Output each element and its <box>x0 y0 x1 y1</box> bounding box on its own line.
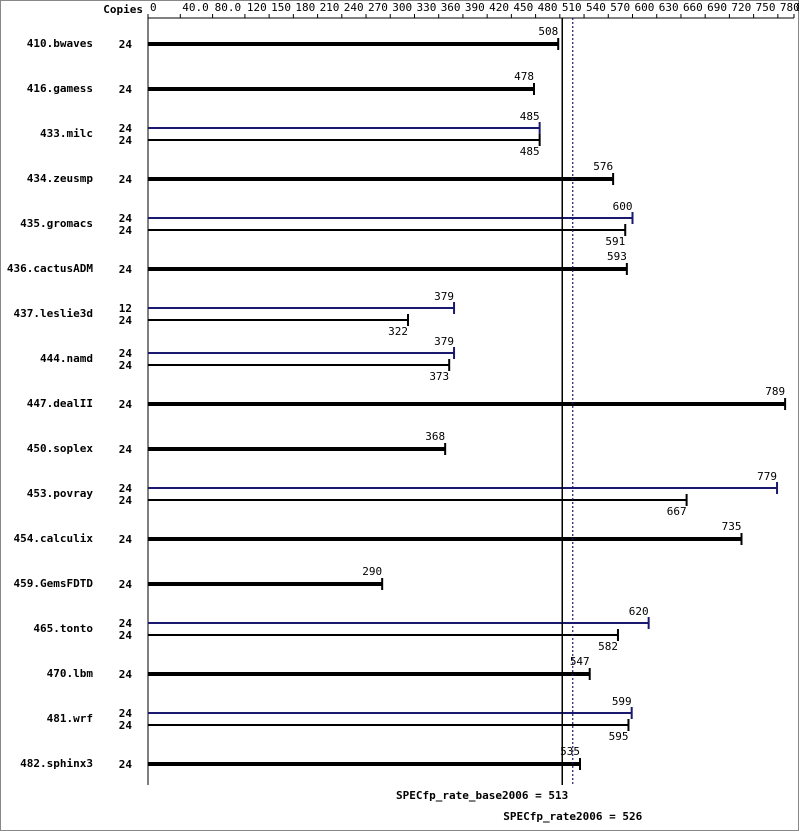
value-label: 535 <box>560 745 580 758</box>
value-label: 368 <box>425 430 445 443</box>
benchmark-label: 416.gamess <box>27 82 93 95</box>
value-label: 595 <box>609 730 629 743</box>
x-tick-label: 40.0 <box>182 1 209 14</box>
value-label: 582 <box>598 640 618 653</box>
benchmark-label: 433.milc <box>40 127 93 140</box>
x-tick-label: 750 <box>756 1 776 14</box>
benchmark-label: 454.calculix <box>14 532 94 545</box>
value-label: 735 <box>722 520 742 533</box>
x-tick-label: 150 <box>271 1 291 14</box>
benchmark-label: 482.sphinx3 <box>20 757 93 770</box>
x-tick-label: 120 <box>247 1 267 14</box>
x-tick-label: 720 <box>731 1 751 14</box>
x-tick-label: 180 <box>295 1 315 14</box>
x-tick-label: 570 <box>610 1 630 14</box>
copies-label: 24 <box>119 629 133 642</box>
copies-label: 24 <box>119 398 133 411</box>
value-label: 591 <box>605 235 625 248</box>
copies-label: 24 <box>119 707 133 720</box>
value-label: 485 <box>520 145 540 158</box>
value-label: 789 <box>765 385 785 398</box>
x-tick-label: 420 <box>489 1 509 14</box>
benchmark-label: 459.GemsFDTD <box>14 577 94 590</box>
benchmark-label: 481.wrf <box>47 712 93 725</box>
x-tick-label: 690 <box>707 1 727 14</box>
value-label: 576 <box>593 160 613 173</box>
x-tick-label: 210 <box>320 1 340 14</box>
copies-label: 24 <box>119 173 133 186</box>
benchmark-label: 434.zeusmp <box>27 172 94 185</box>
copies-label: 24 <box>119 578 133 591</box>
x-tick-label: 80.0 <box>215 1 242 14</box>
benchmark-label: 410.bwaves <box>27 37 93 50</box>
copies-label: 24 <box>119 494 133 507</box>
value-label: 379 <box>434 335 454 348</box>
value-label: 485 <box>520 110 540 123</box>
x-tick-label: 800 <box>796 1 799 14</box>
x-tick-label: 330 <box>416 1 436 14</box>
value-label: 290 <box>362 565 382 578</box>
copies-label: 24 <box>119 263 133 276</box>
copies-label: 24 <box>119 134 133 147</box>
copies-label: 24 <box>119 212 133 225</box>
copies-label: 24 <box>119 347 133 360</box>
benchmark-label: 450.soplex <box>27 442 94 455</box>
benchmark-label: 435.gromacs <box>20 217 93 230</box>
value-label: 373 <box>429 370 449 383</box>
copies-label: 24 <box>119 38 133 51</box>
value-label: 478 <box>514 70 534 83</box>
x-tick-label: 510 <box>562 1 582 14</box>
benchmark-label: 444.namd <box>40 352 93 365</box>
copies-label: 24 <box>119 83 133 96</box>
benchmark-label: 436.cactusADM <box>7 262 93 275</box>
reference-label: SPECfp_rate_base2006 = 513 <box>396 789 568 802</box>
x-tick-label: 480 <box>538 1 558 14</box>
value-label: 599 <box>612 695 632 708</box>
x-tick-label: 300 <box>392 1 412 14</box>
value-label: 379 <box>434 290 454 303</box>
copies-header: Copies <box>103 3 143 16</box>
copies-label: 24 <box>119 122 133 135</box>
copies-label: 24 <box>119 668 133 681</box>
benchmark-label: 447.dealII <box>27 397 93 410</box>
benchmark-label: 437.leslie3d <box>14 307 93 320</box>
benchmark-label: 465.tonto <box>33 622 93 635</box>
value-label: 779 <box>757 470 777 483</box>
copies-label: 24 <box>119 359 133 372</box>
copies-label: 24 <box>119 314 133 327</box>
x-tick-label: 270 <box>368 1 388 14</box>
benchmark-label: 453.povray <box>27 487 94 500</box>
copies-label: 24 <box>119 617 133 630</box>
copies-label: 24 <box>119 443 133 456</box>
x-tick-label: 240 <box>344 1 364 14</box>
value-label: 593 <box>607 250 627 263</box>
value-label: 667 <box>667 505 687 518</box>
copies-label: 24 <box>119 719 133 732</box>
value-label: 620 <box>629 605 649 618</box>
copies-label: 24 <box>119 533 133 546</box>
x-tick-label: 0 <box>150 1 157 14</box>
reference-label: SPECfp_rate2006 = 526 <box>503 810 642 823</box>
copies-label: 12 <box>119 302 132 315</box>
value-label: 600 <box>613 200 633 213</box>
value-label: 508 <box>538 25 558 38</box>
x-tick-label: 780 <box>780 1 799 14</box>
x-tick-label: 360 <box>441 1 461 14</box>
x-tick-label: 390 <box>465 1 485 14</box>
copies-label: 24 <box>119 224 133 237</box>
value-label: 547 <box>570 655 590 668</box>
copies-label: 24 <box>119 758 133 771</box>
value-label: 322 <box>388 325 408 338</box>
x-tick-label: 540 <box>586 1 606 14</box>
copies-label: 24 <box>119 482 133 495</box>
benchmark-label: 470.lbm <box>47 667 94 680</box>
x-tick-label: 450 <box>513 1 533 14</box>
x-tick-label: 600 <box>635 1 655 14</box>
x-tick-label: 660 <box>683 1 703 14</box>
x-tick-label: 630 <box>659 1 679 14</box>
